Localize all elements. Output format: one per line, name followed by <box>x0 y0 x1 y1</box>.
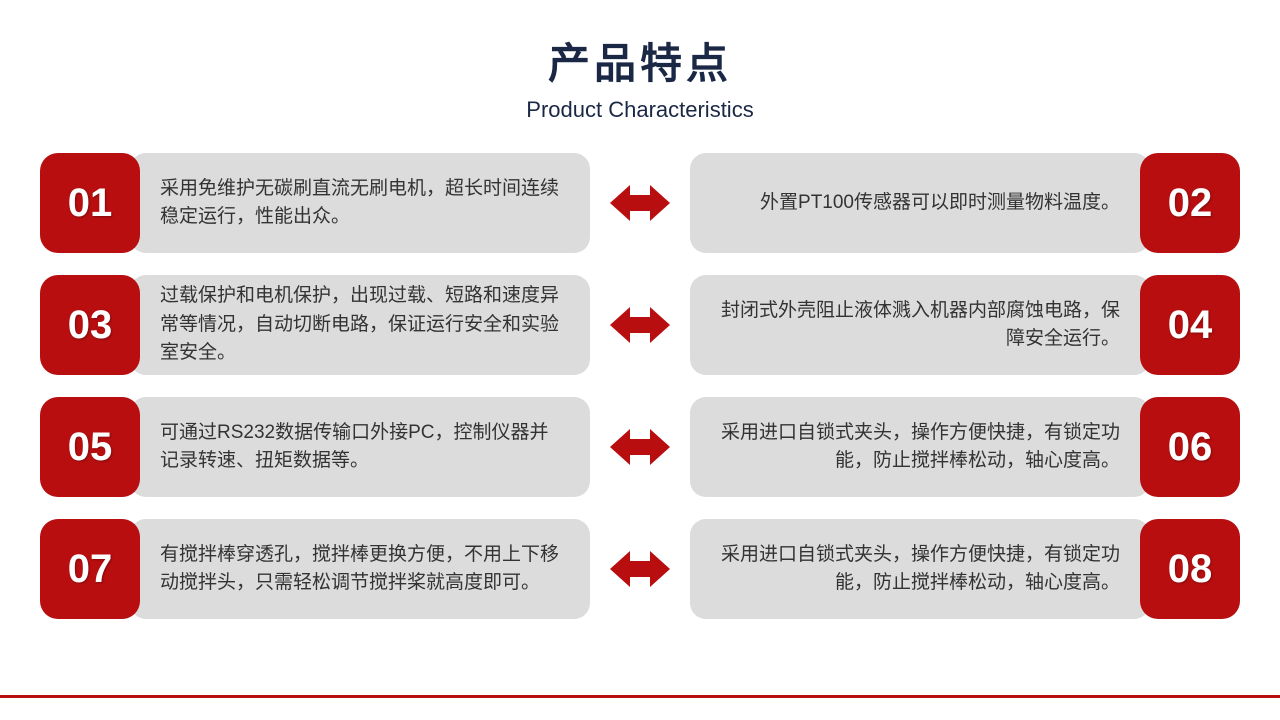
feature-right: 封闭式外壳阻止液体溅入机器内部腐蚀电路，保障安全运行。 04 <box>690 275 1240 375</box>
feature-text-01: 采用免维护无碳刷直流无刷电机，超长时间连续稳定运行，性能出众。 <box>130 153 590 253</box>
feature-badge-08: 08 <box>1140 519 1240 619</box>
feature-row: 01 采用免维护无碳刷直流无刷电机，超长时间连续稳定运行，性能出众。 外置PT1… <box>40 153 1240 253</box>
header: 产品特点 Product Characteristics <box>0 0 1280 123</box>
feature-right: 采用进口自锁式夹头，操作方便快捷，有锁定功能，防止搅拌棒松动，轴心度高。 08 <box>690 519 1240 619</box>
feature-text-02: 外置PT100传感器可以即时测量物料温度。 <box>690 153 1150 253</box>
features-grid: 01 采用免维护无碳刷直流无刷电机，超长时间连续稳定运行，性能出众。 外置PT1… <box>0 123 1280 619</box>
double-arrow-icon <box>610 429 670 465</box>
feature-badge-05: 05 <box>40 397 140 497</box>
feature-row: 07 有搅拌棒穿透孔，搅拌棒更换方便，不用上下移动搅拌头，只需轻松调节搅拌桨就高… <box>40 519 1240 619</box>
feature-badge-03: 03 <box>40 275 140 375</box>
feature-badge-02: 02 <box>1140 153 1240 253</box>
feature-left: 01 采用免维护无碳刷直流无刷电机，超长时间连续稳定运行，性能出众。 <box>40 153 590 253</box>
feature-row: 05 可通过RS232数据传输口外接PC，控制仪器并记录转速、扭矩数据等。 采用… <box>40 397 1240 497</box>
feature-left: 07 有搅拌棒穿透孔，搅拌棒更换方便，不用上下移动搅拌头，只需轻松调节搅拌桨就高… <box>40 519 590 619</box>
bottom-divider <box>0 695 1280 698</box>
arrow-container <box>590 429 690 465</box>
feature-badge-06: 06 <box>1140 397 1240 497</box>
feature-badge-01: 01 <box>40 153 140 253</box>
title-chinese: 产品特点 <box>0 30 1280 91</box>
feature-badge-07: 07 <box>40 519 140 619</box>
feature-badge-04: 04 <box>1140 275 1240 375</box>
feature-left: 05 可通过RS232数据传输口外接PC，控制仪器并记录转速、扭矩数据等。 <box>40 397 590 497</box>
arrow-container <box>590 185 690 221</box>
arrow-container <box>590 307 690 343</box>
double-arrow-icon <box>610 551 670 587</box>
feature-text-06: 采用进口自锁式夹头，操作方便快捷，有锁定功能，防止搅拌棒松动，轴心度高。 <box>690 397 1150 497</box>
feature-right: 采用进口自锁式夹头，操作方便快捷，有锁定功能，防止搅拌棒松动，轴心度高。 06 <box>690 397 1240 497</box>
feature-text-05: 可通过RS232数据传输口外接PC，控制仪器并记录转速、扭矩数据等。 <box>130 397 590 497</box>
feature-right: 外置PT100传感器可以即时测量物料温度。 02 <box>690 153 1240 253</box>
double-arrow-icon <box>610 185 670 221</box>
double-arrow-icon <box>610 307 670 343</box>
feature-text-08: 采用进口自锁式夹头，操作方便快捷，有锁定功能，防止搅拌棒松动，轴心度高。 <box>690 519 1150 619</box>
feature-text-07: 有搅拌棒穿透孔，搅拌棒更换方便，不用上下移动搅拌头，只需轻松调节搅拌桨就高度即可… <box>130 519 590 619</box>
feature-row: 03 过载保护和电机保护，出现过载、短路和速度异常等情况，自动切断电路，保证运行… <box>40 275 1240 375</box>
feature-text-03: 过载保护和电机保护，出现过载、短路和速度异常等情况，自动切断电路，保证运行安全和… <box>130 275 590 375</box>
title-english: Product Characteristics <box>0 97 1280 123</box>
feature-text-04: 封闭式外壳阻止液体溅入机器内部腐蚀电路，保障安全运行。 <box>690 275 1150 375</box>
feature-left: 03 过载保护和电机保护，出现过载、短路和速度异常等情况，自动切断电路，保证运行… <box>40 275 590 375</box>
arrow-container <box>590 551 690 587</box>
